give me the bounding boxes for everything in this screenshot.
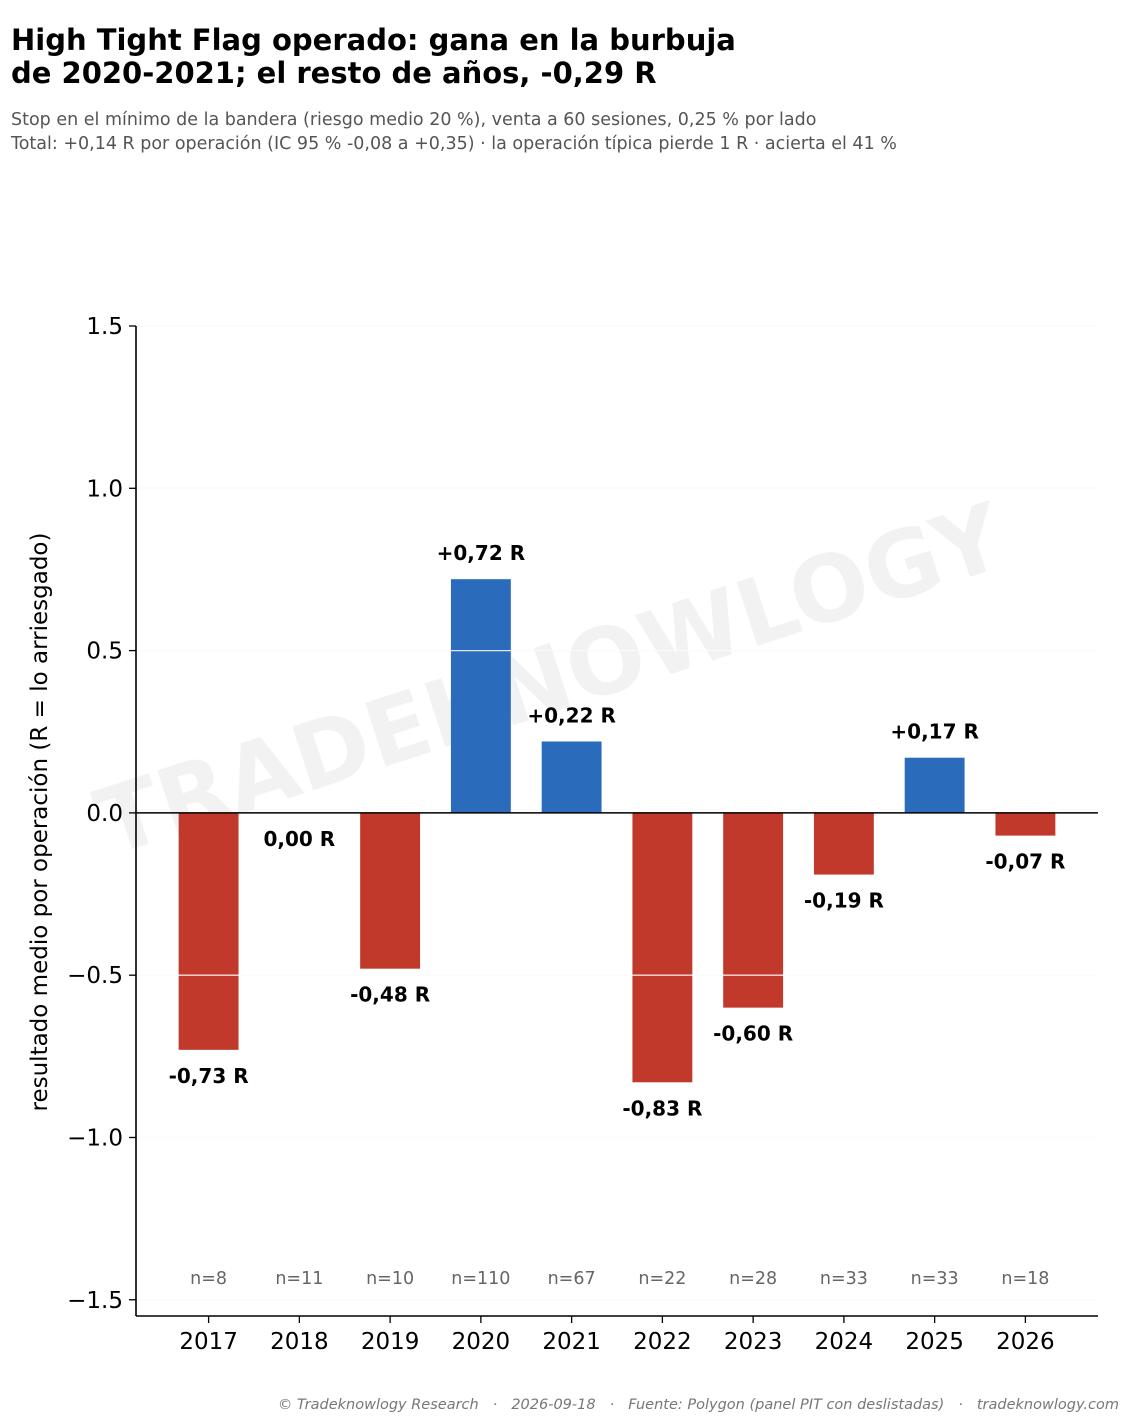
- chart-subtitle-line-2: Total: +0,14 R por operación (IC 95 % -0…: [11, 134, 897, 154]
- x-tick-label: 2018: [270, 1329, 329, 1355]
- data-label: -0,48 R: [350, 983, 430, 1007]
- sample-count-label: n=67: [548, 1269, 596, 1289]
- data-label: -0,07 R: [985, 850, 1065, 874]
- sample-count-label: n=33: [820, 1269, 868, 1289]
- data-label: 0,00 R: [263, 827, 335, 851]
- data-label: -0,73 R: [169, 1064, 249, 1088]
- bar: [813, 812, 874, 875]
- bar: [904, 757, 965, 813]
- x-tick-label: 2017: [179, 1329, 238, 1355]
- bar: [360, 812, 421, 969]
- x-tick-label: 2024: [815, 1329, 874, 1355]
- sample-count-label: n=8: [190, 1269, 227, 1289]
- data-label: -0,60 R: [713, 1022, 793, 1046]
- chart-title: High Tight Flag operado: gana en la burb…: [11, 24, 1101, 90]
- sample-count-label: n=110: [451, 1269, 510, 1289]
- y-tick-label: 0.0: [86, 801, 123, 827]
- chart-subtitle: Stop en el mínimo de la bandera (riesgo …: [11, 108, 1111, 156]
- x-tick-label: 2022: [633, 1329, 692, 1355]
- value-labels: -0,73 R n=8 0,00 R n=11 -0,48 R n=10 +0,72 R n=…: [169, 541, 1066, 1289]
- chart-title-line-2: de 2020-2021; el resto de años, -0,29 R: [11, 56, 657, 90]
- sample-count-label: n=28: [729, 1269, 777, 1289]
- x-tick-label: 2019: [361, 1329, 420, 1355]
- bar: [723, 812, 784, 1008]
- data-label: +0,72 R: [437, 541, 525, 565]
- y-tick-label: 0.5: [86, 639, 123, 665]
- chart-title-line-1: High Tight Flag operado: gana en la burb…: [11, 23, 736, 57]
- bar: [632, 812, 693, 1083]
- sample-count-label: n=11: [275, 1269, 323, 1289]
- y-tick-label: −0.5: [67, 963, 123, 989]
- data-label: +0,22 R: [527, 703, 615, 727]
- bars: [136, 325, 1098, 1301]
- sample-count-label: n=18: [1001, 1269, 1049, 1289]
- bar: [995, 812, 1056, 836]
- footer-date: 2026-09-18: [511, 1397, 596, 1413]
- sample-count-label: n=22: [638, 1269, 686, 1289]
- y-tick-label: −1.5: [67, 1288, 123, 1314]
- footer: © Tradeknowlogy Research · 2026-09-18 · Fuen…: [278, 1397, 1119, 1413]
- x-tick-label: 2026: [996, 1329, 1055, 1355]
- bar: [541, 741, 602, 813]
- bar: [450, 579, 511, 813]
- y-axis-label: resultado medio por operación (R = lo ar…: [27, 533, 53, 1112]
- x-tick-label: 2020: [452, 1329, 511, 1355]
- bar: [178, 812, 239, 1050]
- footer-source: Fuente: Polygon (panel PIT con deslistad…: [628, 1397, 945, 1413]
- y-tick-label: −1.0: [67, 1125, 123, 1151]
- footer-separator: ·: [609, 1397, 615, 1413]
- y-tick-label: 1.5: [86, 314, 123, 340]
- sample-count-label: n=33: [911, 1269, 959, 1289]
- footer-separator: ·: [492, 1397, 498, 1413]
- y-tick-label: 1.0: [86, 476, 123, 502]
- footer-separator: ·: [958, 1397, 963, 1413]
- chart-subtitle-line-1: Stop en el mínimo de la bandera (riesgo …: [11, 110, 817, 130]
- footer-copyright: © Tradeknowlogy Research: [277, 1397, 479, 1413]
- data-label: -0,19 R: [804, 889, 884, 913]
- x-tick-label: 2021: [542, 1329, 601, 1355]
- footer-site: tradeknowlogy.com: [976, 1397, 1119, 1413]
- axes: 1.5 1.0 0.5 0.0 −0.5 −1.0 −1.5 2017 2018 2019 2020…: [67, 314, 1098, 1355]
- data-label: +0,17 R: [890, 720, 978, 744]
- x-tick-label: 2023: [724, 1329, 783, 1355]
- sample-count-label: n=10: [366, 1269, 414, 1289]
- x-tick-label: 2025: [905, 1329, 964, 1355]
- data-label: -0,83 R: [622, 1096, 702, 1120]
